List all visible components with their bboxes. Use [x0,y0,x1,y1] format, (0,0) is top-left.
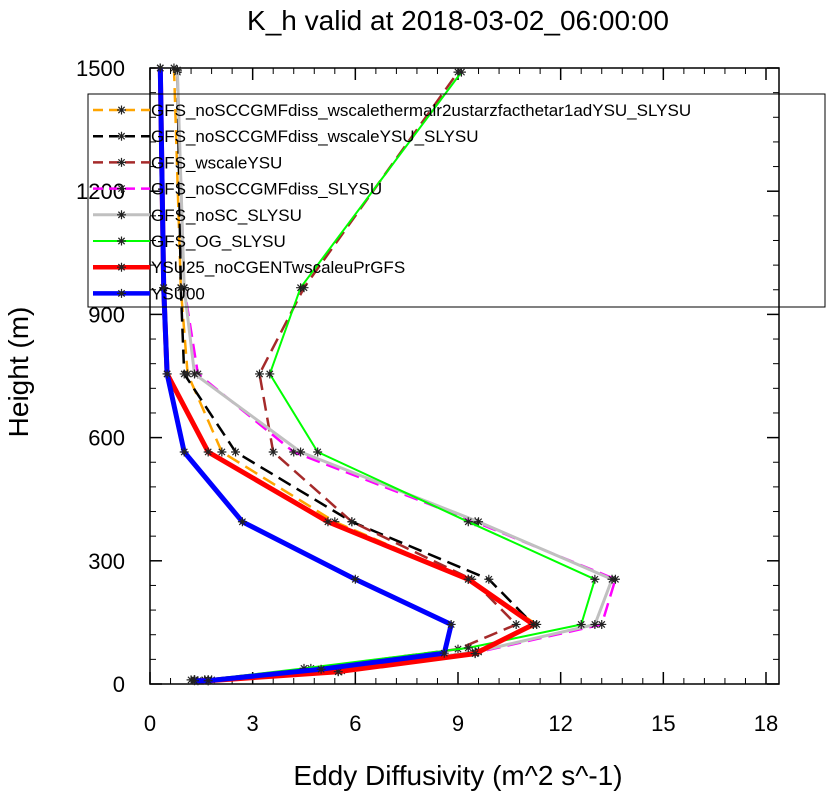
series-point-marker [484,574,494,584]
y-tick-label: 300 [88,549,125,574]
legend-label: GFS_wscaleYSU [151,153,282,172]
series-point-marker [439,648,449,658]
plot-frame [149,67,780,685]
series-point-marker [350,574,360,584]
x-tick-label: 9 [452,711,464,736]
series-point-marker [446,619,456,629]
series-point-marker [299,663,309,673]
legend-entry: GFS_noSCCGMFdiss_wscalethermalr2ustarzfa… [93,101,691,120]
series-line [172,67,538,682]
series-point-marker [255,369,265,379]
legend-marker [117,262,126,272]
y-tick-label: 600 [88,426,125,451]
series-point-marker [162,369,172,379]
series-line [176,70,617,682]
y-tick-label: 1500 [76,56,125,81]
series-point-marker [217,447,227,457]
legend-marker [117,184,126,194]
series-point-marker [347,517,357,527]
series-7 [155,63,456,686]
series-point-marker [597,619,607,629]
series-point-marker [470,649,480,659]
series-point-marker [203,447,213,457]
x-tick-label: 6 [349,711,361,736]
y-tick-label: 1200 [76,179,125,204]
y-tick-label: 0 [113,672,125,697]
legend-entry: YSU00 [93,284,205,303]
x-tick-label: 3 [247,711,259,736]
series-point-marker [155,63,165,73]
series-point-marker [169,63,179,73]
series-point-marker [189,676,199,686]
y-axis-title: Height (m) [3,307,34,438]
legend-marker [117,236,126,246]
series-point-marker [474,517,484,527]
legend-box [87,93,826,308]
x-axis-title: Eddy Diffusivity (m^2 s^-1) [293,760,622,791]
series-point-marker [203,676,213,686]
legend-entry: GFS_noSCCGMFdiss_wscaleYSU_SLYSU [93,127,479,146]
legend-entry: GFS_noSC_SLYSU [93,206,302,225]
legend-marker [117,131,126,141]
axis-ticks: 0 3 6 9 12 15 18 0 300 600 900 1200 1500 [76,56,779,736]
series-point-marker [456,67,466,77]
plot-area-border [149,67,780,685]
series-point-marker [576,619,586,629]
legend-marker [117,157,126,167]
series-point-marker [607,574,617,584]
legend-label: GFS_noSCCGMFdiss_wscalethermalr2ustarzfa… [151,101,691,120]
legend-label: YSU25_noCGENTwscaleuPrGFS [151,258,405,277]
series-point-marker [528,619,538,629]
legend-label: GFS_noSCCGMFdiss_wscaleYSU_SLYSU [151,127,479,146]
series-point-marker [590,574,600,584]
legend-marker [117,105,126,115]
series-point-marker [333,667,343,677]
series-point-marker [179,369,189,379]
series-point-marker [179,447,189,457]
series-point-marker [296,447,306,457]
y-tick-label: 900 [88,302,125,327]
legend-marker [117,210,126,220]
series-point-marker [189,369,199,379]
chart-title: K_h valid at 2018-03-02_06:00:00 [247,5,669,36]
legend-entry: GFS_OG_SLYSU [93,232,286,251]
series-point-marker [313,447,323,457]
x-tick-label: 15 [651,711,675,736]
series-point-marker [463,574,473,584]
series-point-marker [511,619,521,629]
series-layer [155,63,620,686]
series-point-marker [268,447,278,457]
legend-entry: YSU25_noCGENTwscaleuPrGFS [93,258,405,277]
series-point-marker [159,283,169,293]
x-tick-label: 12 [548,711,572,736]
series-point-marker [296,283,306,293]
series-point-marker [237,517,247,527]
x-tick-label: 18 [754,711,778,736]
legend: GFS_noSCCGMFdiss_wscalethermalr2ustarzfa… [87,93,826,308]
x-tick-label: 0 [144,711,156,736]
legend-marker [117,288,126,298]
legend-label: GFS_noSC_SLYSU [151,206,302,225]
series-point-marker [463,643,473,653]
series-point-marker [265,369,275,379]
legend-entry: GFS_noSCCGMFdiss_SLYSU [93,180,382,199]
series-point-marker [231,447,241,457]
series-point-marker [172,65,182,75]
legend-label: YSU00 [151,284,205,303]
series-point-marker [179,283,189,293]
series-point-marker [590,619,600,629]
series-point-marker [463,517,473,527]
legend-entry: GFS_wscaleYSU [93,153,282,172]
series-point-marker [316,664,326,674]
legend-label: GFS_OG_SLYSU [151,232,286,251]
series-point-marker [289,447,299,457]
legend-label: GFS_noSCCGMFdiss_SLYSU [151,180,382,199]
series-point-marker [330,517,340,527]
series-point-marker [323,517,333,527]
